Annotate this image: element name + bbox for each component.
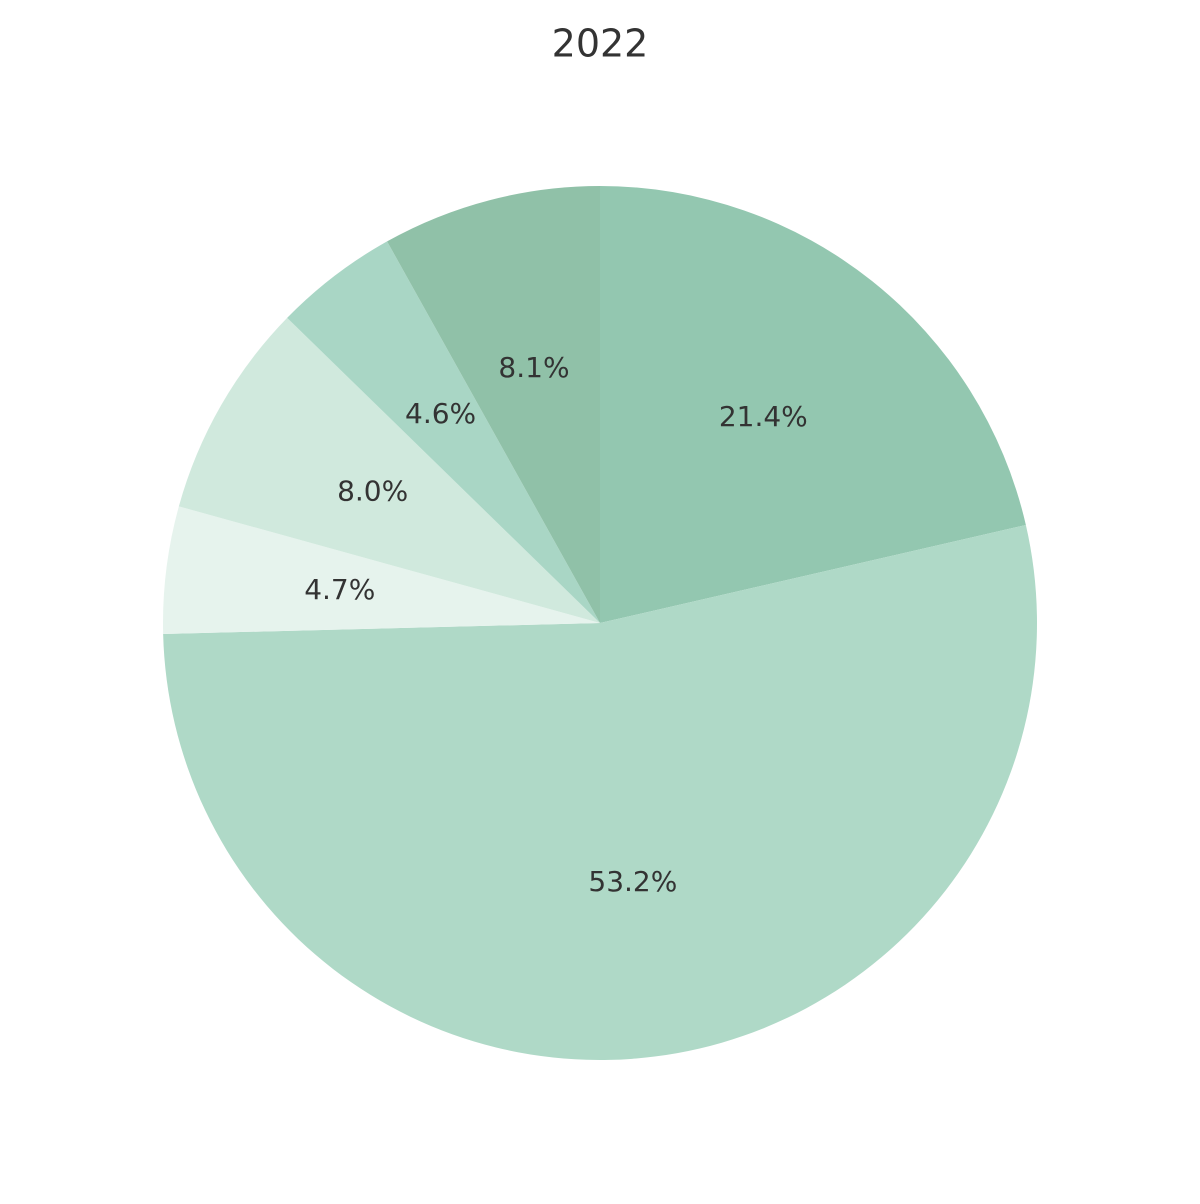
pie-slice [600, 186, 1026, 623]
pie-slice [163, 506, 600, 634]
pie-slice [163, 524, 1038, 1061]
slice-label: 8.1% [498, 351, 569, 384]
pie-slice [387, 186, 600, 623]
slice-label: 21.4% [719, 400, 808, 433]
slice-label: 8.0% [337, 474, 408, 507]
slice-label: 53.2% [588, 865, 677, 898]
chart-title: 2022 [552, 22, 649, 66]
slice-label: 4.6% [405, 397, 476, 430]
slice-label: 4.7% [304, 573, 375, 606]
pie-slice [178, 317, 600, 623]
pie-slice [287, 241, 600, 623]
